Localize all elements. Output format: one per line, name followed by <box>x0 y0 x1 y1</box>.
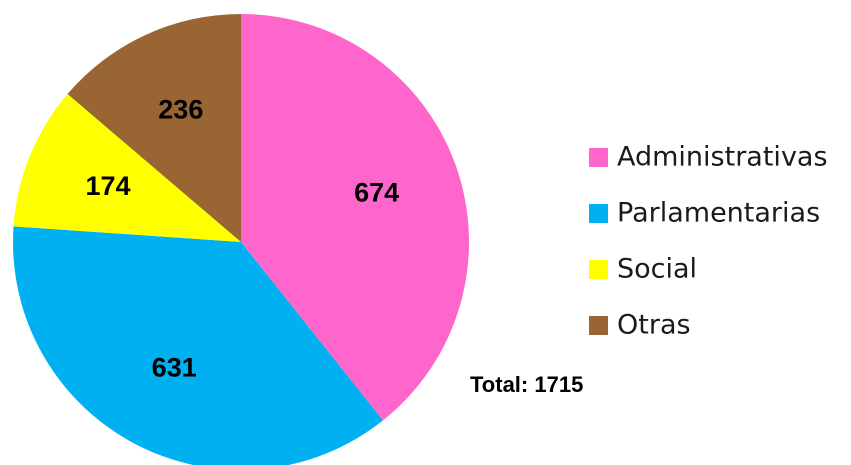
pie-slice <box>13 94 241 242</box>
legend-label: Social <box>617 254 697 285</box>
pie-slice <box>241 14 469 421</box>
legend-label: Administrativas <box>617 142 828 173</box>
data-label: 174 <box>85 171 130 201</box>
legend-label: Parlamentarias <box>617 198 820 229</box>
data-label: 631 <box>152 352 197 382</box>
data-label: 674 <box>354 178 399 208</box>
pie-slice <box>67 14 242 242</box>
pie-slice <box>13 226 383 465</box>
legend-swatch <box>589 204 608 223</box>
data-label: 236 <box>158 95 203 125</box>
legend-swatch <box>589 260 608 279</box>
total-annotation: Total: 1715 <box>470 372 583 397</box>
legend-swatch <box>589 148 608 167</box>
legend-swatch <box>589 316 608 335</box>
legend-label: Otras <box>617 310 691 341</box>
